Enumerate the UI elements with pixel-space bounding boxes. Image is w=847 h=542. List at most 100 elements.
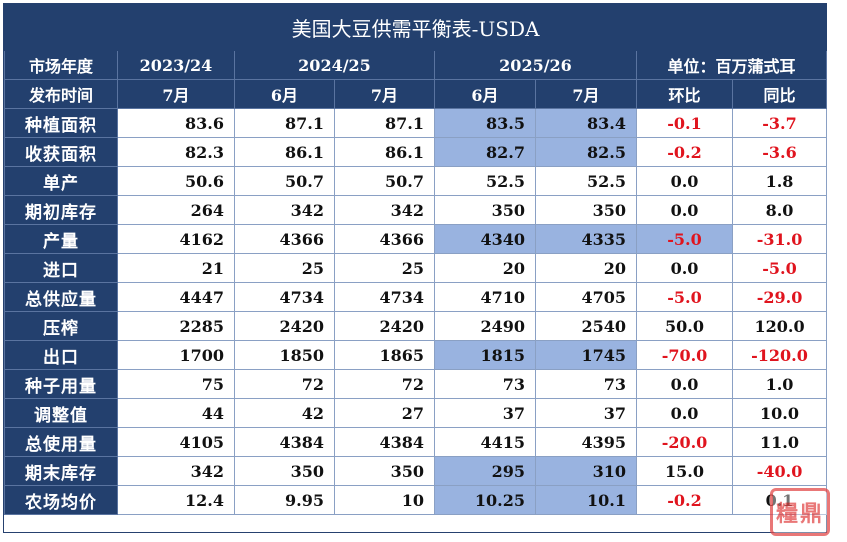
mom-cell: -5.0 — [636, 282, 733, 312]
value-cell: 82.7 — [434, 137, 536, 167]
value-cell: 87.1 — [334, 108, 435, 138]
yoy-cell: -3.7 — [731, 108, 828, 138]
header-month: 6月 — [234, 79, 335, 109]
yoy-cell: -5.0 — [731, 253, 828, 283]
value-cell: 4415 — [434, 427, 536, 457]
value-cell: 1745 — [535, 340, 637, 370]
value-cell: 4340 — [434, 224, 536, 254]
watermark-text: 糧鼎 — [775, 501, 824, 527]
header-month: 7月 — [334, 79, 435, 109]
value-cell: 10.1 — [535, 485, 637, 515]
value-cell: 73 — [535, 369, 637, 399]
row-label: 期末库存 — [4, 456, 118, 486]
value-cell: 4705 — [535, 282, 637, 312]
value-cell: 1700 — [117, 340, 235, 370]
value-cell: 264 — [117, 195, 235, 225]
row-label: 种植面积 — [4, 108, 118, 138]
value-cell: 4366 — [234, 224, 335, 254]
table-row: 压榨 2285 2420 2420 2490 2540 50.0 120.0 — [4, 311, 828, 341]
table-row: 总使用量 4105 4384 4384 4415 4395 -20.0 11.0 — [4, 427, 828, 457]
value-cell: 1850 — [234, 340, 335, 370]
value-cell: 342 — [117, 456, 235, 486]
table-row: 期初库存 264 342 342 350 350 0.0 8.0 — [4, 195, 828, 225]
value-cell: 350 — [535, 195, 637, 225]
mom-cell: 15.0 — [636, 456, 733, 486]
value-cell: 1865 — [334, 340, 435, 370]
value-cell: 83.6 — [117, 108, 235, 138]
value-cell: 4366 — [334, 224, 435, 254]
table-row: 产量 4162 4366 4366 4340 4335 -5.0 -31.0 — [4, 224, 828, 254]
table-row: 期末库存 342 350 350 295 310 15.0 -40.0 — [4, 456, 828, 486]
value-cell: 52.5 — [535, 166, 637, 196]
value-cell: 350 — [234, 456, 335, 486]
value-cell: 4384 — [334, 427, 435, 457]
value-cell: 2490 — [434, 311, 536, 341]
mom-cell: 0.0 — [636, 195, 733, 225]
value-cell: 2540 — [535, 311, 637, 341]
yoy-cell: -3.6 — [731, 137, 828, 167]
mom-cell: -0.1 — [636, 108, 733, 138]
yoy-cell: -31.0 — [731, 224, 828, 254]
mom-cell: 0.0 — [636, 398, 733, 428]
value-cell: 2285 — [117, 311, 235, 341]
value-cell: 4335 — [535, 224, 637, 254]
value-cell: 1815 — [434, 340, 536, 370]
value-cell: 20 — [434, 253, 536, 283]
yoy-cell: -120.0 — [731, 340, 828, 370]
mom-cell: 0.0 — [636, 253, 733, 283]
value-cell: 4710 — [434, 282, 536, 312]
value-cell: 4395 — [535, 427, 637, 457]
table-row: 总供应量 4447 4734 4734 4710 4705 -5.0 -29.0 — [4, 282, 828, 312]
value-cell: 75 — [117, 369, 235, 399]
row-label: 总使用量 — [4, 427, 118, 457]
header-month: 6月 — [434, 79, 536, 109]
value-cell: 310 — [535, 456, 637, 486]
mom-cell: 0.0 — [636, 166, 733, 196]
value-cell: 83.5 — [434, 108, 536, 138]
value-cell: 37 — [535, 398, 637, 428]
value-cell: 72 — [234, 369, 335, 399]
value-cell: 10 — [334, 485, 435, 515]
value-cell: 50.7 — [234, 166, 335, 196]
value-cell: 21 — [117, 253, 235, 283]
supply-demand-table: 美国大豆供需平衡表-USDA 市场年度 2023/24 2024/25 2025… — [3, 4, 828, 515]
mom-cell: -70.0 — [636, 340, 733, 370]
yoy-cell: 120.0 — [731, 311, 828, 341]
table-row: 出口 1700 1850 1865 1815 1745 -70.0 -120.0 — [4, 340, 828, 370]
row-label: 出口 — [4, 340, 118, 370]
value-cell: 4734 — [234, 282, 335, 312]
row-label: 产量 — [4, 224, 118, 254]
value-cell: 350 — [334, 456, 435, 486]
table-title: 美国大豆供需平衡表-USDA — [3, 4, 828, 51]
row-label: 农场均价 — [4, 485, 118, 515]
value-cell: 2420 — [334, 311, 435, 341]
header-year-2024: 2024/25 — [234, 50, 435, 80]
value-cell: 2420 — [234, 311, 335, 341]
header-year-2025: 2025/26 — [434, 50, 637, 80]
header-month: 7月 — [117, 79, 235, 109]
value-cell: 37 — [434, 398, 536, 428]
value-cell: 25 — [334, 253, 435, 283]
mom-cell: -5.0 — [636, 224, 733, 254]
value-cell: 86.1 — [334, 137, 435, 167]
mom-cell: -0.2 — [636, 137, 733, 167]
header-year-2023: 2023/24 — [117, 50, 235, 80]
yoy-cell: 10.0 — [731, 398, 828, 428]
table-row: 调整值 44 42 27 37 37 0.0 10.0 — [4, 398, 828, 428]
row-label: 总供应量 — [4, 282, 118, 312]
value-cell: 342 — [234, 195, 335, 225]
value-cell: 4447 — [117, 282, 235, 312]
row-label: 收获面积 — [4, 137, 118, 167]
value-cell: 87.1 — [234, 108, 335, 138]
value-cell: 44 — [117, 398, 235, 428]
mom-cell: 0.0 — [636, 369, 733, 399]
yoy-cell: -29.0 — [731, 282, 828, 312]
yoy-cell: 8.0 — [731, 195, 828, 225]
value-cell: 342 — [334, 195, 435, 225]
header-release-label: 发布时间 — [4, 79, 118, 109]
value-cell: 42 — [234, 398, 335, 428]
value-cell: 350 — [434, 195, 536, 225]
yoy-cell: 11.0 — [731, 427, 828, 457]
header-unit: 单位：百万蒲式耳 — [635, 50, 828, 80]
